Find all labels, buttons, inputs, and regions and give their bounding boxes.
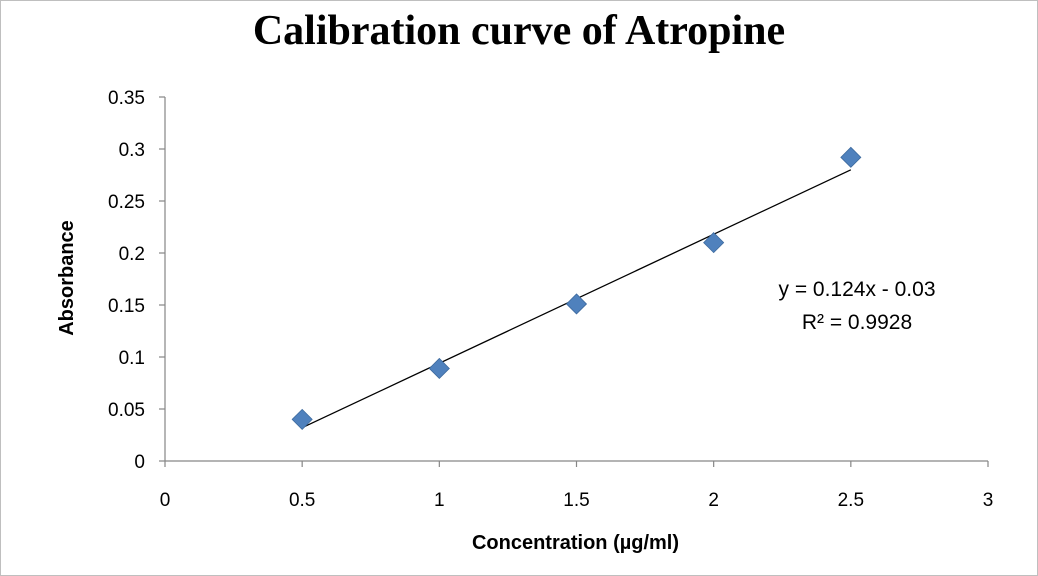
chart-title: Calibration curve of Atropine [252,8,786,54]
x-tick-label: 0 [160,490,171,511]
x-tick-label: 3 [983,490,994,511]
y-axis-label: Absorbance [56,220,78,336]
y-tick-label: 0.3 [119,140,145,161]
data-point [291,408,313,430]
trendline-equation: y = 0.124x - 0.03 [778,278,935,301]
y-tick-label: 0.05 [108,400,145,421]
x-tick-label: 1.5 [563,490,589,511]
y-tick-label: 0 [134,452,145,473]
x-tick-label: 1 [434,490,445,511]
data-point [703,232,725,254]
x-tick-label: 0.5 [289,490,315,511]
y-tick-label: 0.25 [108,192,145,213]
x-axis-label: Concentration (µg/ml) [472,532,679,554]
data-point [428,357,450,380]
tick-labels: 0 0.05 0.1 0.15 0.2 0.25 0.3 0.35 0 0.5 1 1.5 2 2.5 3 [108,88,993,511]
data-points [291,146,862,430]
x-tick-label: 2 [708,490,719,511]
data-point [565,293,588,315]
data-point [840,146,862,168]
y-tick-label: 0.1 [119,348,145,369]
y-tick-label: 0.15 [108,296,145,317]
axes [159,96,989,467]
y-tick-label: 0.35 [108,88,145,109]
y-tick-label: 0.2 [119,244,145,265]
trendline-r2: R² = 0.9928 [802,311,912,334]
x-tick-label: 2.5 [838,490,864,511]
